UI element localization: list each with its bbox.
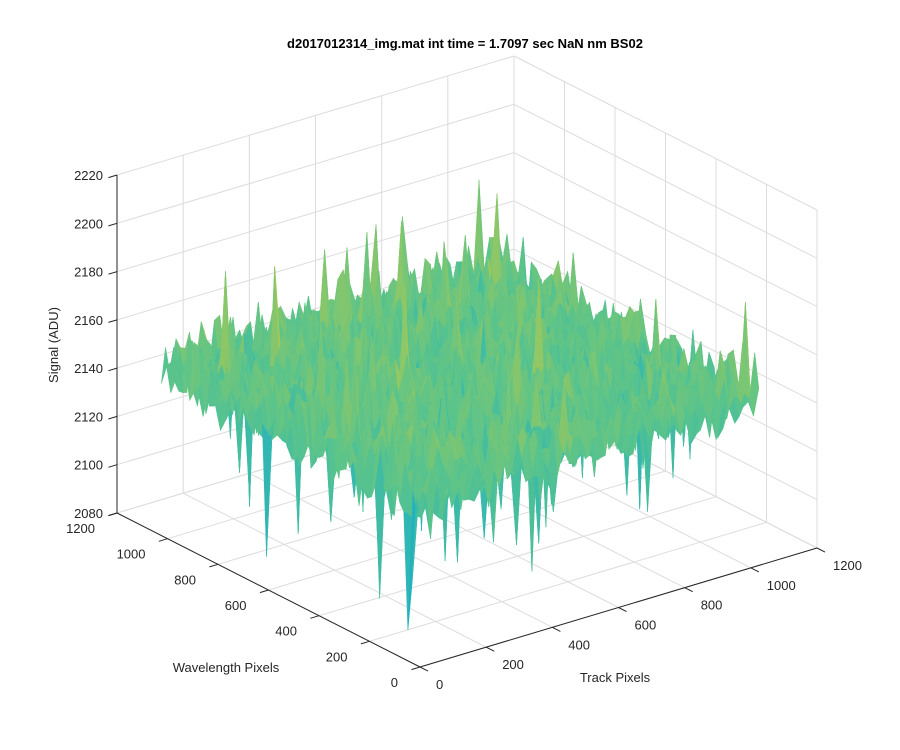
x-tick-mark — [419, 666, 429, 672]
axes — [108, 174, 826, 672]
z-tick-label: 2180 — [74, 265, 103, 280]
y-tick-mark — [360, 640, 370, 645]
y-tick-mark — [158, 538, 168, 542]
z-tick-mark — [108, 271, 118, 275]
y-tick-mark — [209, 563, 219, 568]
x-tick-label: 1000 — [767, 578, 796, 593]
x-tick-mark — [485, 646, 495, 652]
chart-title: d2017012314_img.mat int time = 1.7097 se… — [287, 36, 643, 51]
z-tick-label: 2080 — [74, 506, 103, 521]
x-tick-mark — [618, 607, 627, 613]
y-tick-label: 400 — [275, 624, 297, 639]
y-tick-label: 1000 — [117, 547, 146, 562]
side-wall-grid-line-z — [513, 152, 818, 308]
back-wall-grid-line-z — [116, 55, 515, 176]
x-tick-mark — [684, 587, 693, 593]
y-tick-label: 0 — [391, 675, 398, 690]
y-tick-mark — [411, 666, 421, 671]
y-tick-mark — [108, 512, 118, 517]
z-tick-mark — [108, 222, 118, 227]
x-axis-label: Track Pixels — [580, 670, 651, 685]
z-tick-label: 2200 — [74, 216, 103, 231]
x-tick-labels: 0 200 400 600 800 1000 1200 — [436, 558, 862, 692]
z-tick-mark — [108, 319, 118, 323]
z-tick-label: 2140 — [74, 361, 103, 376]
z-tick-label: 2120 — [74, 409, 103, 424]
surface-plot — [161, 179, 760, 631]
z-tick-labels: 2080 2100 2120 2140 2160 2180 2200 2220 — [74, 168, 103, 521]
y-tick-mark — [259, 589, 269, 594]
y-tick-label: 200 — [326, 649, 348, 664]
y-tick-labels: 0 200 400 600 800 1000 1200 — [66, 521, 398, 690]
z-axis-label: Signal (ADU) — [46, 307, 61, 383]
x-tick-label: 400 — [568, 637, 590, 652]
y-axis-label: Wavelength Pixels — [173, 660, 280, 675]
x-tick-mark — [750, 567, 760, 573]
z-tick-label: 2160 — [74, 313, 103, 328]
x-tick-label: 800 — [701, 598, 723, 613]
z-tick-label: 2100 — [74, 458, 103, 473]
z-tick-mark — [108, 415, 118, 420]
side-wall-grid-line-z — [513, 248, 818, 404]
x-tick-mark — [816, 547, 826, 553]
floor-grid-line-y — [369, 521, 767, 642]
z-tick-mark — [108, 367, 118, 372]
x-tick-mark — [552, 626, 561, 632]
y-tick-label: 800 — [174, 572, 196, 587]
x-tick-label: 200 — [502, 657, 524, 672]
side-wall-grid-line-z — [513, 200, 818, 356]
side-wall-grid-line-z — [513, 55, 818, 211]
floor-grid-line-y — [318, 496, 717, 617]
x-tick-label: 0 — [436, 677, 443, 692]
y-tick-label: 600 — [225, 598, 247, 613]
z-tick-mark — [108, 464, 118, 468]
back-wall-grid-line-z — [116, 152, 515, 273]
side-wall-grid-line-z — [513, 103, 818, 259]
x-tick-label: 600 — [635, 618, 657, 633]
floor-grid-line-y — [268, 470, 666, 591]
back-wall-grid-line-z — [116, 103, 515, 224]
z-tick-label: 2220 — [74, 168, 103, 183]
y-tick-mark — [310, 615, 320, 619]
z-tick-mark — [108, 174, 118, 179]
x-tick-label: 1200 — [833, 558, 862, 573]
back-wall-grid-line-z — [116, 200, 515, 321]
y-tick-label: 1200 — [66, 521, 95, 536]
